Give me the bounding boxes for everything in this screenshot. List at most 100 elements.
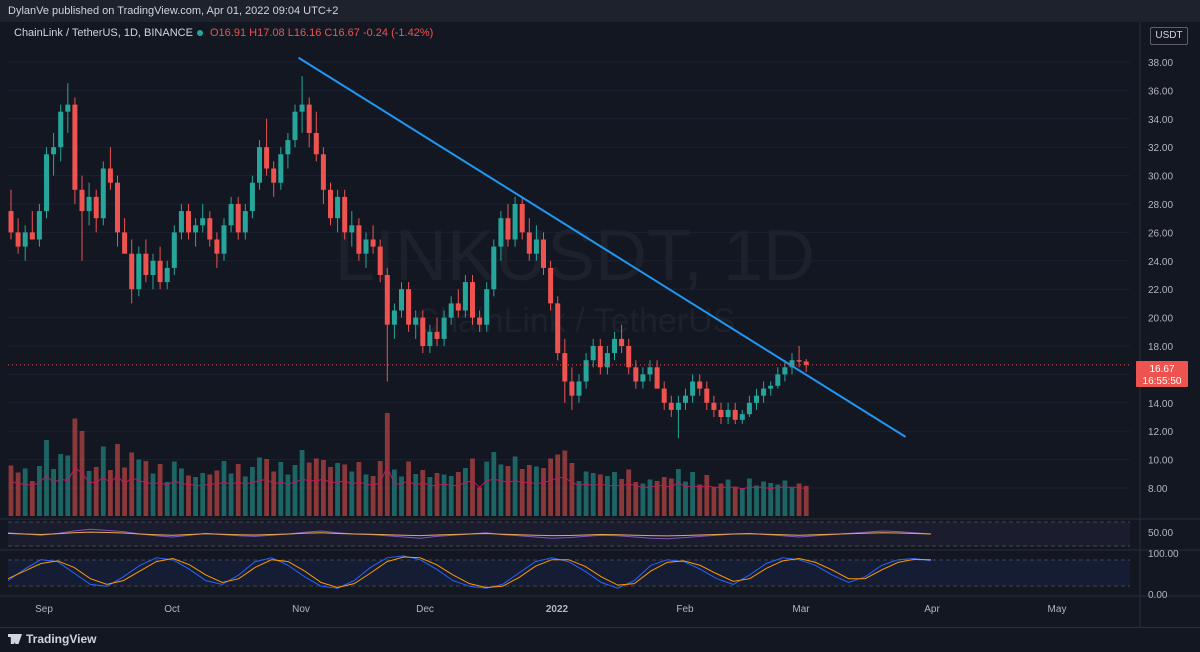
volume-bar (321, 460, 326, 516)
volume-bar (51, 469, 56, 516)
candle-body (519, 204, 525, 233)
candle-body (100, 168, 106, 219)
candle-body (604, 353, 610, 368)
candle-body (484, 289, 490, 325)
candle-body (626, 346, 632, 368)
volume-bar (299, 450, 305, 516)
volume-bar (235, 464, 241, 516)
price-tick-label: 32.00 (1148, 143, 1173, 154)
candle-body (370, 239, 376, 247)
price-tick-label: 22.00 (1148, 285, 1173, 296)
price-tick-label: 38.00 (1148, 58, 1173, 69)
volume-bar (612, 472, 617, 516)
candle-body (285, 140, 291, 155)
volume-bar (15, 472, 21, 516)
candle-body (491, 246, 497, 290)
volume-bar (129, 452, 135, 516)
volume-bar (399, 476, 404, 516)
time-tick-label: Apr (924, 604, 940, 615)
volume-bar (697, 484, 703, 516)
candle-body (164, 267, 170, 283)
price-tag-price: 16.67 (1149, 364, 1174, 375)
volume-bar (668, 478, 674, 516)
candle-body (789, 360, 795, 368)
candle-body (427, 331, 433, 346)
candle-body (590, 346, 596, 361)
candle-body (548, 267, 554, 304)
candle-body (498, 218, 504, 247)
rsi-axis-label: 50.00 (1148, 528, 1173, 539)
volume-bar (342, 464, 348, 516)
candle-body (122, 232, 128, 254)
candle-body (242, 211, 248, 233)
candle-body (249, 182, 255, 212)
volume-bar (534, 466, 539, 516)
candle-body (796, 360, 802, 362)
volume-bar (214, 470, 220, 516)
time-tick-label: May (1048, 604, 1067, 615)
volume-bar (796, 483, 802, 516)
time-axis[interactable]: Sep Oct Nov Dec 2022 Feb Mar Apr May (35, 604, 1066, 615)
candle-body (647, 367, 653, 375)
candle-body (29, 232, 35, 240)
volume-bar (292, 465, 298, 516)
ohlc-high: H17.08 (249, 27, 285, 39)
candle-body (207, 218, 213, 240)
candle-body (533, 239, 539, 254)
currency-selector[interactable]: USDT (1150, 27, 1188, 45)
time-tick-label: Oct (164, 604, 180, 615)
candle-body (36, 211, 42, 240)
volume-bar (8, 465, 14, 516)
candle-body (228, 204, 234, 226)
candle-body (391, 310, 397, 325)
symbol-legend[interactable]: ChainLink / TetherUS, 1D, BINANCE O16.91… (14, 27, 433, 39)
price-tag: 16.67 16:55:50 (1136, 361, 1188, 387)
volume-bar (647, 479, 653, 516)
rsi-ma-line (7, 531, 932, 537)
price-chart[interactable]: LINKUSDT, 1D ChainLink / TetherUS 50.00 … (0, 22, 1200, 627)
candle-body (434, 331, 440, 339)
candle-body (668, 402, 674, 410)
candle-body (136, 253, 142, 290)
volume-bar (328, 467, 333, 516)
candle-body (299, 104, 305, 112)
candle-body (107, 168, 113, 183)
candle-body (406, 289, 412, 325)
price-axis[interactable]: 38.00 36.00 34.00 32.00 30.00 28.00 26.00 24.00… (1148, 58, 1173, 495)
volume-bar (406, 461, 411, 516)
candle-body (157, 260, 163, 283)
candle-body (576, 381, 582, 396)
symbol-name[interactable]: ChainLink / TetherUS, 1D, BINANCE (14, 27, 193, 39)
volume-bar (562, 450, 568, 516)
candle-body (143, 253, 149, 275)
stoch-k-line (7, 555, 932, 589)
grid (0, 22, 1200, 627)
volume-bar (122, 467, 127, 516)
time-tick-label: Feb (676, 604, 694, 615)
price-tag-countdown: 16:55:50 (1143, 376, 1182, 387)
price-tick-label: 10.00 (1148, 456, 1173, 467)
candles (8, 76, 809, 439)
ohlc-close: C16.67 (324, 27, 360, 39)
volume-bar (108, 470, 113, 516)
stoch-axis-label-top: 100.00 (1148, 549, 1179, 560)
tradingview-logo[interactable]: TradingView (8, 632, 96, 646)
time-tick-label: Sep (35, 604, 53, 615)
candle-body (782, 367, 788, 375)
candle-body (342, 196, 348, 233)
price-tick-label: 18.00 (1148, 342, 1173, 353)
candle-body (746, 402, 752, 415)
candle-body (335, 196, 341, 219)
candle-body (313, 133, 319, 155)
candle-body (512, 204, 518, 240)
candle-body (583, 360, 589, 382)
volume-bar (37, 466, 42, 516)
volume-bar (58, 454, 64, 516)
volume-bar (455, 472, 461, 516)
volume-bar (512, 456, 518, 516)
tradingview-icon (8, 634, 22, 644)
volume-bar (242, 476, 248, 516)
price-tick-label: 34.00 (1148, 115, 1173, 126)
candle-body (79, 189, 85, 212)
volume-bar (250, 467, 255, 516)
